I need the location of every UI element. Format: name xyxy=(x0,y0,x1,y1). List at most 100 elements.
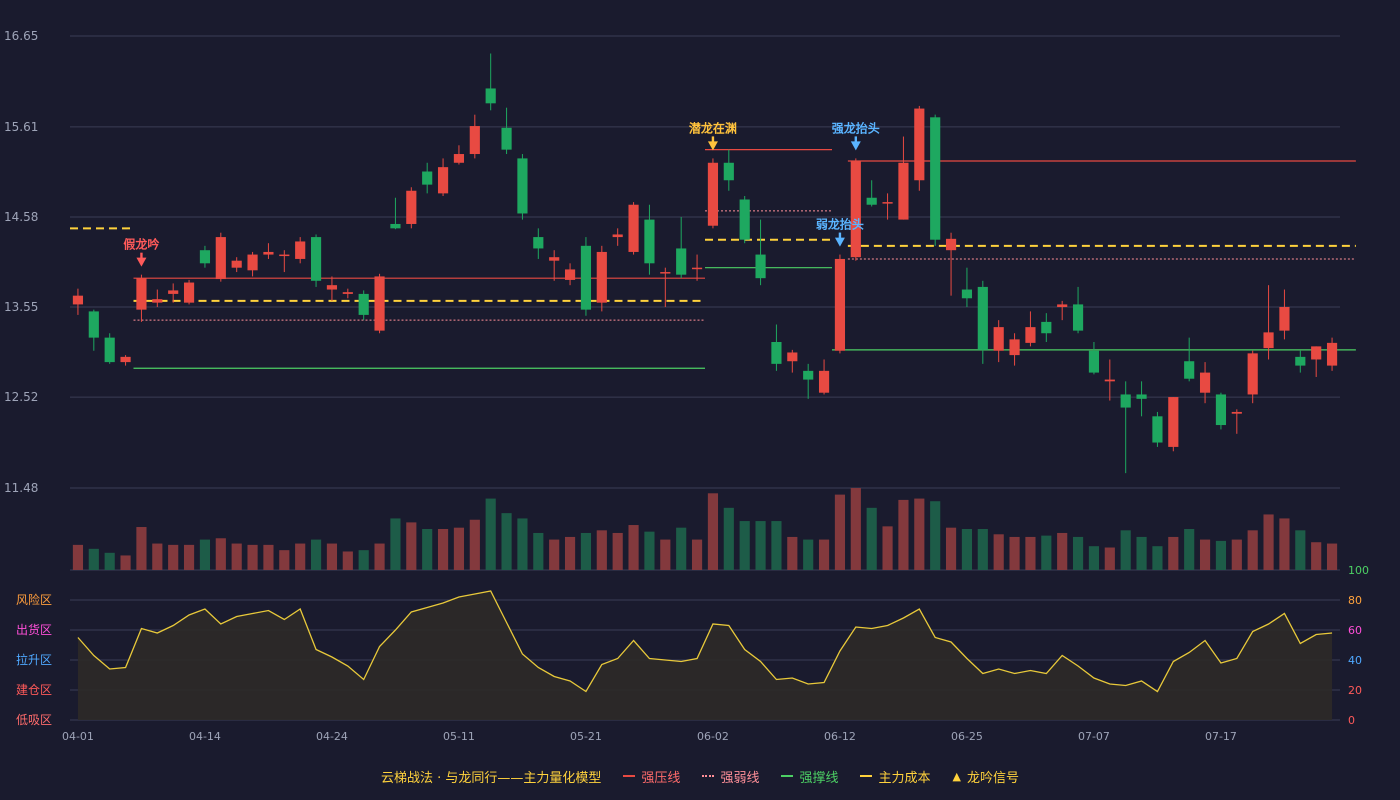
volume-bar xyxy=(961,529,973,570)
candle-body xyxy=(1136,394,1147,399)
candle-body xyxy=(326,285,338,290)
volume-bar xyxy=(247,544,258,570)
volume-bar xyxy=(295,543,306,570)
candle-body xyxy=(1247,353,1258,395)
volume-bar xyxy=(1184,529,1195,570)
candle-body xyxy=(564,269,576,280)
volume-bar xyxy=(72,544,84,570)
legend-signal[interactable]: ▲ 龙吟信号 xyxy=(952,767,1018,786)
oscillator-line xyxy=(77,590,1333,693)
volume-bar xyxy=(437,529,449,570)
price-tick-label: 16.65 xyxy=(4,29,38,43)
date-tick-label: 06-12 xyxy=(824,730,856,743)
candle-body xyxy=(977,286,988,350)
osc-zone-label: 风险区 xyxy=(16,592,52,607)
volume-bar xyxy=(580,532,592,570)
signal-label: 强龙抬头 xyxy=(832,120,880,135)
osc-zone-label: 拉升区 xyxy=(16,652,52,667)
legend-weak[interactable]: 强弱线 xyxy=(702,767,759,786)
volume-bar xyxy=(1247,530,1258,570)
legend-pressure-label: 强压线 xyxy=(641,770,681,786)
candle-body xyxy=(120,356,131,363)
legend-pressure[interactable]: 强压线 xyxy=(623,767,680,786)
volume-bar xyxy=(374,543,385,570)
candle-body xyxy=(104,337,115,363)
volume-bar xyxy=(517,518,528,570)
signal-arrow xyxy=(834,237,845,247)
volume-bar xyxy=(628,525,639,570)
volume-bar xyxy=(469,519,480,570)
volume-bar xyxy=(691,539,703,570)
candle-body xyxy=(961,289,973,299)
volume-bar xyxy=(850,488,861,570)
volume-bar xyxy=(1231,539,1242,570)
date-tick-label: 06-25 xyxy=(951,730,983,743)
candle-body xyxy=(453,154,465,163)
volume-bar xyxy=(787,536,798,570)
osc-tick-label: 60 xyxy=(1348,624,1362,637)
volume-bar xyxy=(310,539,322,570)
volume-layer xyxy=(72,488,1338,570)
candle-body xyxy=(866,197,877,205)
volume-bar xyxy=(723,507,734,570)
volume-bar xyxy=(279,550,290,570)
osc-tick-label: 100 xyxy=(1348,564,1369,577)
candle-body xyxy=(803,370,814,380)
volume-bar xyxy=(755,521,766,570)
date-tick-label: 04-14 xyxy=(189,730,221,743)
candle-body xyxy=(1072,304,1084,331)
candle-body xyxy=(1104,379,1115,382)
volume-bar xyxy=(771,521,782,570)
volume-bar xyxy=(898,499,909,570)
candle-body xyxy=(1041,321,1052,334)
legend-support[interactable]: 强撑线 xyxy=(781,767,838,786)
volume-bar xyxy=(263,544,274,570)
candle-body xyxy=(1215,394,1227,426)
candle-body xyxy=(1184,361,1195,379)
signal-label: 假龙吟 xyxy=(123,237,159,252)
volume-bar xyxy=(945,527,957,570)
volume-bar xyxy=(644,531,655,570)
signal-label: 潜龙在渊 xyxy=(689,120,737,135)
candle-body xyxy=(596,251,607,303)
volume-bar xyxy=(1279,518,1290,570)
candle-body xyxy=(263,251,274,255)
candle-body xyxy=(168,290,179,294)
volume-bar xyxy=(549,539,560,570)
candle-body xyxy=(914,108,925,181)
candle-body xyxy=(1152,416,1163,443)
volume-bar xyxy=(834,494,846,570)
date-tick-label: 05-21 xyxy=(570,730,602,743)
signal-arrow-stem xyxy=(140,252,143,259)
signal-arrow-stem xyxy=(711,136,715,143)
candle-body xyxy=(930,117,941,240)
osc-tick-label: 80 xyxy=(1348,594,1362,607)
weak-line-swatch xyxy=(702,775,715,777)
candle-body xyxy=(517,158,528,214)
volume-bar xyxy=(707,493,719,570)
volume-bar xyxy=(882,526,893,570)
oscillator-layer xyxy=(77,590,1333,720)
date-tick-label: 04-24 xyxy=(316,730,348,743)
volume-bar xyxy=(533,532,544,570)
legend-cost[interactable]: 主力成本 xyxy=(860,767,930,786)
volume-bar xyxy=(1041,535,1052,570)
date-tick-label: 05-11 xyxy=(443,730,475,743)
legend-cost-label: 主力成本 xyxy=(878,770,931,786)
candle-body xyxy=(818,370,830,393)
chart-legend: 云梯战法 · 与龙同行——主力量化模型 强压线 强弱线 强撑线 主力成本 ▲ 龙… xyxy=(0,764,1400,788)
volume-bar xyxy=(136,527,147,570)
signal-arrow xyxy=(850,141,861,151)
candle-body xyxy=(422,171,433,185)
volume-bar xyxy=(596,530,607,570)
candle-body xyxy=(295,241,306,259)
osc-zone-label: 建仓区 xyxy=(16,683,52,697)
volume-bar xyxy=(1326,543,1338,570)
volume-bar xyxy=(993,534,1004,570)
osc-zone-label: 出货区 xyxy=(16,622,52,637)
candle-body xyxy=(358,293,369,315)
volume-bar xyxy=(803,539,814,570)
volume-bar xyxy=(914,498,925,570)
pressure-line-swatch xyxy=(623,775,636,777)
volume-bar xyxy=(183,544,195,570)
